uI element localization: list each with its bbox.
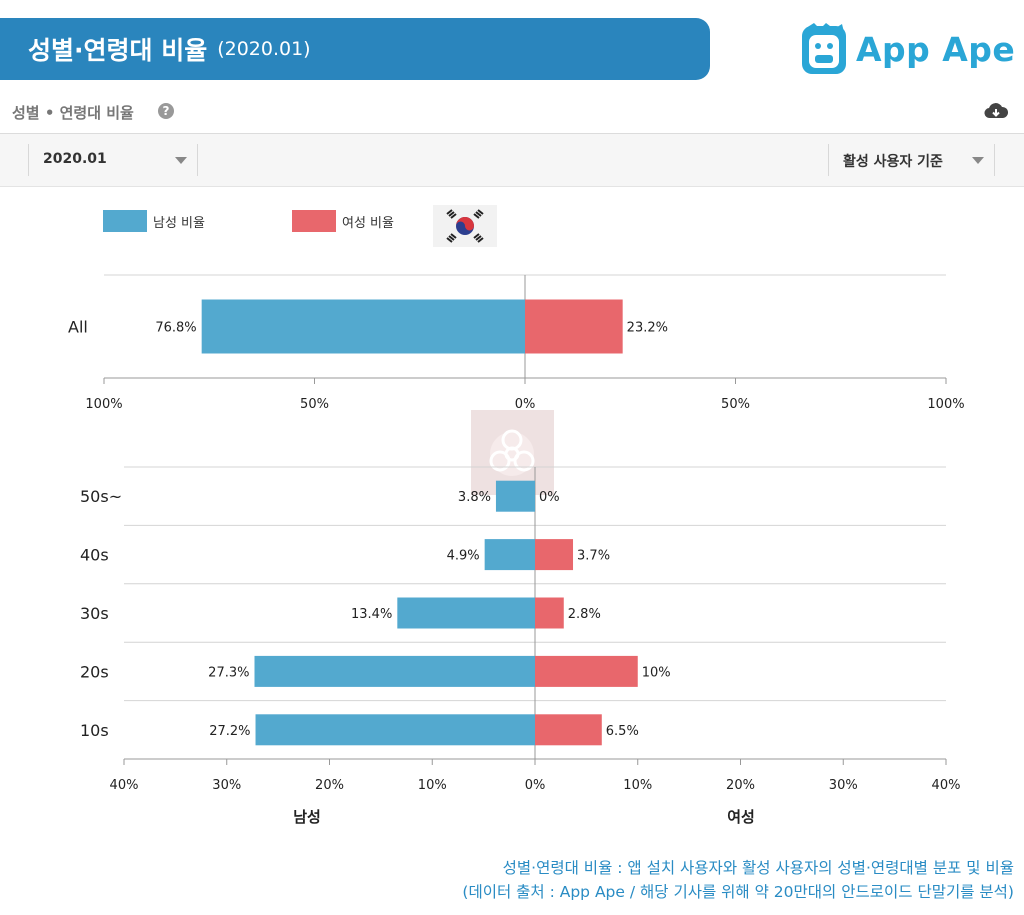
mode-select-value: 활성 사용자 기준 [843, 154, 943, 170]
x-tick-label: 20% [315, 778, 344, 793]
data-label-male: 3.8% [458, 490, 491, 505]
mode-select[interactable]: 활성 사용자 기준 [828, 144, 995, 176]
section-title: 성별 • 연령대 비율 [12, 104, 134, 122]
section-header: 성별 • 연령대 비율 ? [0, 95, 1024, 134]
bar-female [535, 714, 602, 746]
bar-male [484, 539, 535, 571]
data-label-male: 13.4% [351, 607, 392, 622]
data-label-female: 23.2% [627, 321, 668, 336]
bar-male [254, 655, 535, 687]
x-tick-label: 20% [726, 778, 755, 793]
chevron-down-icon [175, 157, 187, 164]
category-label: 20s [80, 662, 109, 681]
bar-male [495, 480, 535, 512]
date-select-value: 2020.01 [43, 151, 107, 167]
filter-bar: 2020.01 활성 사용자 기준 [0, 134, 1024, 187]
category-label: 10s [80, 721, 109, 740]
data-label-male: 27.3% [208, 665, 249, 680]
help-icon[interactable]: ? [158, 103, 174, 119]
x-tick-label: 0% [525, 778, 546, 793]
cloud-download-icon[interactable] [984, 101, 1008, 121]
data-label-female: 6.5% [606, 724, 639, 739]
bar-female [525, 299, 623, 354]
bar-female [535, 597, 564, 629]
bar-male [397, 597, 535, 629]
x-axis-label-male: 남성 [293, 808, 321, 826]
x-tick-label: 10% [418, 778, 447, 793]
data-label-female: 10% [642, 665, 671, 680]
bar-male [201, 299, 525, 354]
data-label-male: 27.2% [209, 724, 250, 739]
footnote-line-1: 성별·연령대 비율 : 앱 설치 사용자와 활성 사용자의 성별·연령대별 분포… [502, 859, 1014, 877]
x-tick-label: 40% [932, 778, 961, 793]
ape-face-icon [802, 23, 846, 74]
legend-swatch-female [292, 210, 336, 232]
footnote-line-2: (데이터 출처 : App Ape / 해당 기사를 위해 약 20만대의 안드… [462, 883, 1014, 901]
app-ape-logo: App Ape [800, 20, 1015, 78]
data-label-female: 0% [539, 490, 560, 505]
legend-male: 남성 비율 [103, 210, 205, 232]
legend-label-male: 남성 비율 [153, 215, 205, 231]
category-label: All [68, 318, 88, 337]
legend-swatch-male [103, 210, 147, 232]
x-tick-label: 30% [829, 778, 858, 793]
category-label: 40s [80, 546, 109, 565]
x-tick-label: 10% [623, 778, 652, 793]
category-label: 30s [80, 604, 109, 623]
page-title: 성별·연령대 비율 [28, 36, 208, 65]
category-label: 50s~ [80, 487, 122, 506]
x-tick-label: 40% [110, 778, 139, 793]
bar-male [255, 714, 535, 746]
x-tick-label: 0% [515, 397, 536, 412]
x-tick-label: 30% [212, 778, 241, 793]
x-tick-label: 100% [927, 397, 964, 412]
footnote: 성별·연령대 비율 : 앱 설치 사용자와 활성 사용자의 성별·연령대별 분포… [462, 856, 1014, 904]
data-label-female: 3.7% [577, 549, 610, 564]
bar-female [535, 539, 574, 571]
title-banner: 성별·연령대 비율 (2020.01) [0, 18, 710, 80]
data-label-male: 76.8% [155, 321, 196, 336]
date-select[interactable]: 2020.01 [28, 144, 198, 176]
legend-female: 여성 비율 [292, 210, 394, 232]
x-axis-label-female: 여성 [727, 808, 755, 826]
page-title-date: (2020.01) [217, 38, 311, 60]
chevron-down-icon [972, 157, 984, 164]
data-label-male: 4.9% [447, 549, 480, 564]
x-tick-label: 100% [85, 397, 122, 412]
logo-text: App Ape [856, 29, 1016, 69]
bar-female [535, 655, 638, 687]
x-tick-label: 50% [300, 397, 329, 412]
korea-flag-icon [433, 205, 497, 247]
x-tick-label: 50% [721, 397, 750, 412]
legend-label-female: 여성 비율 [342, 215, 394, 231]
data-label-female: 2.8% [568, 607, 601, 622]
